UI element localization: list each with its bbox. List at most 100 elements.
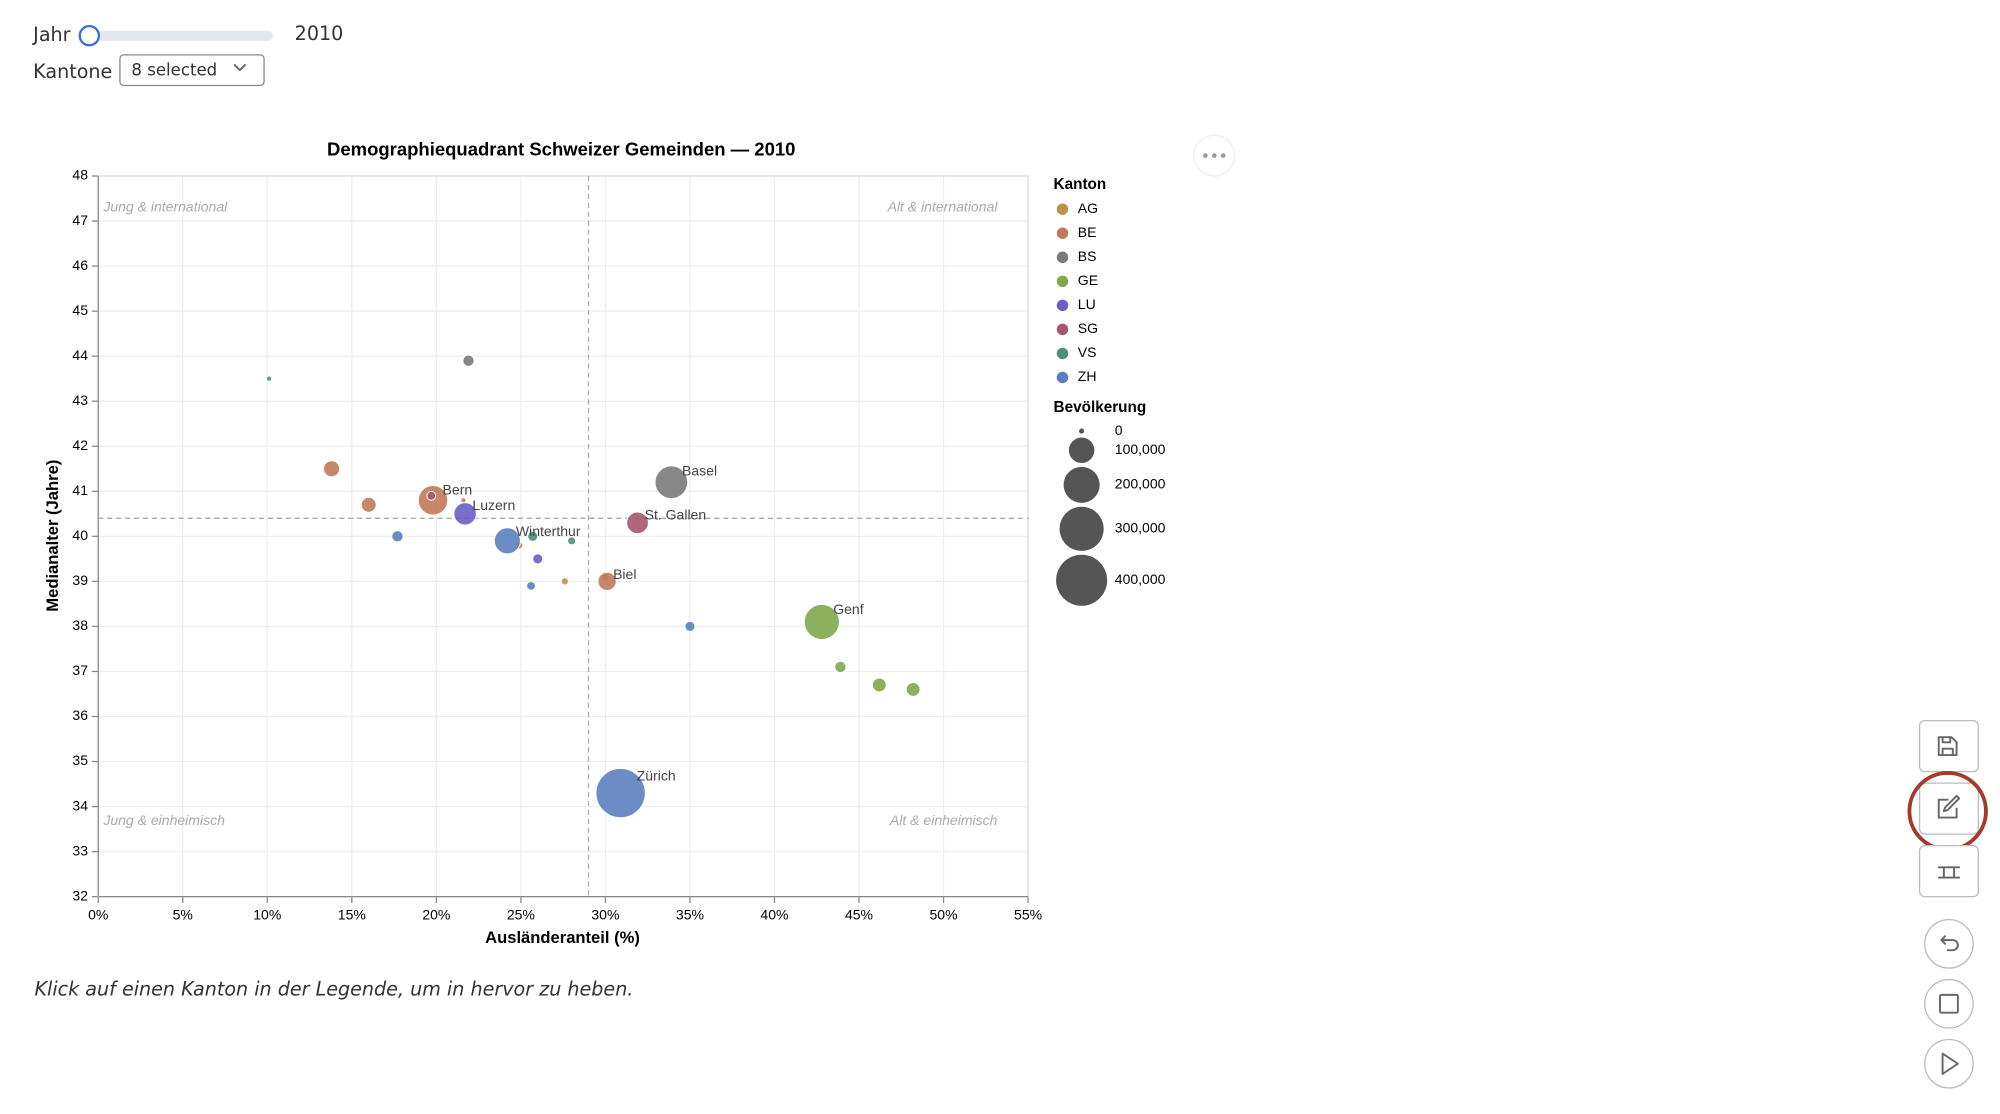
y-tick-label: 47 [72, 212, 88, 228]
x-tick-label: 0% [88, 906, 108, 922]
bubble [684, 620, 696, 633]
size-legend-mark [1059, 506, 1104, 551]
x-tick-label: 10% [253, 906, 281, 922]
size-legend-mark [1068, 437, 1095, 463]
cantons-value: 8 selected [131, 60, 217, 79]
y-tick-label: 43 [72, 392, 88, 408]
y-tick-label: 32 [72, 887, 88, 903]
y-tick-label: 40 [72, 527, 88, 543]
legend-label: BE [1078, 224, 1097, 240]
x-axis-title: Ausländeranteil (%) [485, 928, 640, 947]
bubble-label: Bern [443, 481, 473, 497]
legend-label: GE [1078, 272, 1098, 288]
size-legend-mark [1056, 554, 1108, 606]
menu-dot [1211, 153, 1217, 158]
legend-swatch [1056, 323, 1069, 336]
x-tick-label: 20% [422, 906, 450, 922]
edit-icon [1937, 794, 1961, 819]
quadrant-annotation: Jung & einheimisch [102, 812, 225, 828]
command-icon [1937, 866, 1961, 879]
y-tick-label: 39 [72, 572, 88, 588]
legend-swatch [1056, 227, 1069, 239]
legend-label: BS [1078, 248, 1097, 264]
quadrant-annotation: Jung & international [102, 199, 228, 215]
y-tick-label: 34 [72, 797, 88, 813]
legend-title: Kanton [1054, 176, 1107, 193]
bubble [493, 527, 521, 555]
bubble [626, 511, 649, 535]
year-slider[interactable] [86, 30, 273, 41]
year-label: Jahr [32, 23, 70, 46]
bubble-label: Genf [833, 601, 863, 617]
command-button[interactable] [1918, 845, 1979, 898]
y-tick-label: 38 [72, 617, 88, 633]
play-button[interactable] [1924, 1038, 1974, 1089]
bubble [834, 660, 847, 674]
y-tick-label: 46 [72, 257, 88, 273]
bubble [462, 354, 475, 367]
y-tick-label: 35 [72, 752, 88, 768]
bubble [360, 496, 377, 513]
bubble [597, 571, 617, 592]
bubble-label: Winterthur [516, 523, 581, 539]
y-tick-label: 42 [72, 437, 88, 453]
stop-icon [1939, 993, 1959, 1014]
bubble [532, 553, 544, 565]
bubble [526, 580, 536, 591]
y-tick-label: 33 [72, 842, 88, 858]
y-tick-label: 45 [72, 302, 88, 318]
x-tick-label: 50% [930, 906, 958, 922]
bubble [905, 681, 921, 697]
legend-label: SG [1078, 320, 1098, 336]
stop-button[interactable] [1924, 978, 1974, 1029]
size-legend-label: 300,000 [1115, 520, 1166, 536]
cantons-select[interactable] [119, 54, 265, 87]
year-value: 2010 [295, 22, 344, 45]
bubble [595, 767, 646, 819]
save-button[interactable] [1918, 720, 1979, 773]
menu-dot [1220, 153, 1226, 158]
legend-swatch [1056, 275, 1069, 288]
bubble [803, 603, 840, 641]
chart-title: Demographiequadrant Schweizer Gemeinden … [327, 138, 795, 159]
size-legend-mark [1063, 466, 1100, 503]
x-tick-label: 30% [591, 906, 619, 922]
x-tick-label: 25% [507, 906, 535, 922]
legend-swatch [1056, 203, 1069, 215]
y-axis-title: Medianalter (Jahre) [43, 460, 62, 612]
dropdown-arrow [233, 64, 246, 72]
legend-label: AG [1078, 200, 1098, 216]
size-legend-label: 200,000 [1115, 476, 1166, 492]
undo-icon [1940, 935, 1959, 952]
legend-label: VS [1078, 344, 1097, 360]
undo-button[interactable] [1924, 918, 1974, 969]
y-tick-label: 36 [72, 707, 88, 723]
bubble [391, 530, 404, 543]
x-tick-label: 5% [173, 906, 193, 922]
legend-label: LU [1078, 296, 1096, 312]
y-tick-label: 37 [72, 662, 88, 678]
bubble [426, 490, 437, 501]
size-legend-label: 0 [1115, 422, 1123, 438]
cantons-label: Kantone [33, 60, 112, 83]
bubble-label: Zürich [637, 768, 676, 784]
slider-thumb[interactable] [78, 24, 101, 47]
size-legend-mark [1079, 428, 1085, 434]
quadrant-annotation: Alt & international [887, 199, 999, 215]
bubble [871, 677, 887, 693]
x-tick-label: 45% [845, 906, 873, 922]
legend-swatch [1056, 251, 1069, 264]
size-legend-label: 100,000 [1115, 441, 1166, 457]
quadrant-annotation: Alt & einheimisch [889, 812, 998, 828]
legend-swatch [1056, 347, 1069, 360]
bubble [322, 460, 341, 478]
bubble [560, 577, 569, 586]
y-tick-label: 41 [72, 482, 88, 498]
bubble-label: Basel [682, 462, 717, 478]
size-legend-label: 400,000 [1115, 571, 1166, 587]
legend-swatch [1056, 371, 1069, 384]
y-tick-label: 44 [72, 347, 88, 363]
x-tick-label: 35% [676, 906, 704, 922]
